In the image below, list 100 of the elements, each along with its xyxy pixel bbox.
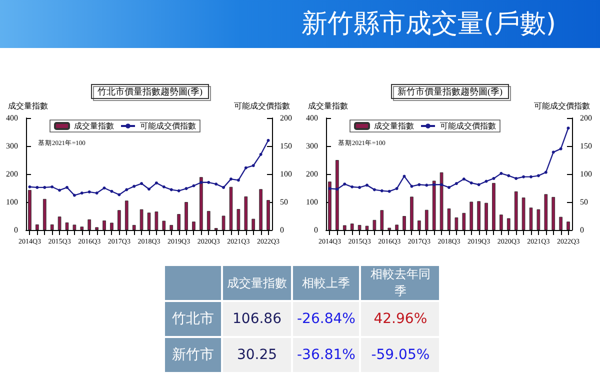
bar: [440, 172, 444, 230]
point: [492, 176, 496, 180]
point: [395, 187, 398, 190]
point: [36, 186, 39, 189]
point: [514, 176, 518, 180]
y-tick-label: 200: [6, 170, 18, 178]
bar: [118, 210, 121, 230]
bar: [110, 222, 114, 230]
bar: [342, 225, 346, 230]
text: 相較去年同季: [361, 266, 440, 300]
y-axis-title: 成交量指數: [8, 102, 48, 110]
point: [214, 182, 218, 186]
point: [470, 181, 473, 184]
bar: [206, 210, 210, 230]
point: [350, 185, 354, 188]
bar: [500, 214, 503, 230]
bar: [132, 224, 136, 230]
y2-axis-title: 可能成交價指數: [534, 102, 590, 110]
text: 42.96%: [361, 302, 440, 336]
bar: [350, 224, 354, 230]
bar: [492, 182, 496, 230]
y-tick-label: 400: [306, 114, 318, 122]
bar: [372, 220, 376, 230]
bar: [50, 224, 54, 230]
point: [177, 189, 180, 192]
point: [88, 190, 91, 194]
bar: [358, 224, 362, 230]
y2-tick-label: 50: [580, 198, 588, 206]
bar: [72, 224, 76, 230]
bar: [229, 186, 233, 230]
bar: [566, 222, 570, 230]
point: [244, 166, 248, 170]
point: [192, 184, 196, 188]
bar: [88, 219, 92, 230]
legend-label: 可能成交價指數: [140, 122, 196, 130]
point: [222, 186, 226, 189]
text: 新竹縣市成交量(戶數): [302, 8, 556, 41]
point: [477, 183, 480, 186]
chart-title: 新竹市價量指數趨勢圖(季): [398, 86, 502, 96]
bar: [328, 182, 332, 230]
bar: [65, 222, 69, 230]
point: [328, 187, 332, 190]
y-axis-title: 成交量指數: [308, 102, 348, 110]
point: [95, 192, 98, 195]
bar: [162, 220, 166, 230]
point: [110, 190, 114, 193]
y2-axis-title: 可能成交價指數: [234, 102, 290, 110]
bar: [470, 202, 474, 230]
point: [72, 194, 76, 197]
text: -36.81%: [293, 338, 360, 372]
text: -59.05%: [361, 338, 440, 372]
bar: [447, 208, 451, 230]
bar: [80, 226, 84, 230]
bar: [124, 200, 128, 230]
y2-tick-label: 200: [580, 114, 592, 122]
point: [207, 180, 210, 184]
point: [484, 180, 488, 183]
point: [118, 193, 121, 196]
text: 106.86: [223, 302, 291, 336]
y2-tick-label: 100: [280, 170, 292, 178]
point: [366, 184, 368, 187]
bar: [58, 216, 62, 230]
bar: [200, 177, 203, 230]
point: [544, 170, 548, 174]
legend-label: 成交量指數: [74, 122, 114, 130]
text: 成交量指數: [223, 266, 291, 300]
bar: [402, 216, 406, 230]
text: -26.84%: [293, 302, 360, 336]
bar: [336, 160, 339, 230]
y2-tick-label: 200: [280, 114, 292, 122]
point: [184, 187, 188, 190]
bar: [506, 218, 510, 230]
bar: [410, 196, 414, 230]
text: 30.25: [223, 338, 291, 372]
bar: [418, 220, 421, 230]
y2-tick-label: 100: [580, 170, 592, 178]
point: [58, 188, 62, 192]
bar: [454, 217, 458, 230]
bar: [259, 189, 262, 230]
point: [536, 174, 540, 178]
bar: [552, 196, 556, 230]
bar: [140, 209, 144, 230]
point: [102, 186, 106, 190]
bar: [395, 224, 398, 230]
y-tick-label: 100: [306, 198, 318, 206]
y2-tick-label: 150: [580, 142, 592, 150]
point: [530, 175, 532, 178]
point: [500, 172, 503, 175]
point: [148, 188, 150, 191]
bar: [147, 212, 151, 230]
bar: [184, 202, 188, 230]
point: [402, 174, 406, 178]
bar: [529, 208, 533, 230]
bar: [266, 200, 270, 230]
point: [559, 147, 562, 150]
legend-label: 可能成交價指數: [440, 122, 496, 130]
y-tick-label: 0: [314, 226, 318, 234]
point: [343, 182, 346, 186]
point: [372, 188, 376, 192]
point: [200, 180, 203, 184]
